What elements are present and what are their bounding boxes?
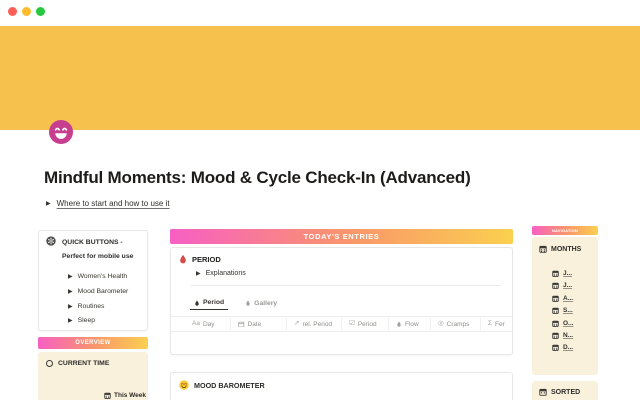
month-link[interactable]: J... <box>552 282 572 289</box>
zoom-window-button[interactable] <box>36 7 45 16</box>
calendar-icon <box>539 245 547 253</box>
view-tabs: Period Gallery <box>190 297 281 310</box>
column-header-fer[interactable]: Σ Fer <box>488 319 505 328</box>
smiling-face-icon <box>179 380 189 390</box>
checkbox-icon: ☑ <box>349 319 355 327</box>
blood-drop-icon <box>178 254 188 264</box>
calendar-icon <box>539 388 547 396</box>
quick-button-routines[interactable]: ▶ Routines <box>68 303 105 310</box>
calendar-icon <box>552 307 559 315</box>
month-link[interactable]: S... <box>552 307 573 314</box>
divider <box>191 285 500 286</box>
calendar-icon <box>552 295 559 302</box>
close-window-button[interactable] <box>8 7 17 16</box>
select-icon: ◎ <box>438 319 444 327</box>
current-time-card: CURRENT TIME This Week <box>38 352 148 400</box>
column-header-date[interactable]: Date <box>231 317 287 331</box>
calendar-icon <box>552 344 559 352</box>
page-cover[interactable] <box>0 26 640 130</box>
drop-view-icon <box>194 300 200 306</box>
toggle-arrow-icon: ▶ <box>68 317 73 324</box>
months-card: MONTHS J... J... A... S... O... N... D <box>532 237 598 375</box>
intro-toggle-label: Where to start and how to use it <box>56 199 170 208</box>
column-header-rel-period[interactable]: ↗ rel. Period <box>287 317 342 331</box>
minimize-window-button[interactable] <box>22 7 31 16</box>
intro-toggle[interactable]: ▶ Where to start and how to use it <box>46 199 170 208</box>
window-titlebar <box>0 0 640 26</box>
overview-header: OVERVIEW <box>38 337 148 349</box>
todays-entries-header: TODAY'S ENTRIES <box>170 229 513 244</box>
month-link[interactable]: O... <box>552 320 573 327</box>
mood-section-title: MOOD BAROMETER <box>194 380 265 390</box>
table-header-row: Aa Day Date ↗ rel. Period ☑ Period <box>171 316 512 332</box>
current-time-label: CURRENT TIME <box>58 360 110 367</box>
title-property-icon: Aa <box>192 319 200 327</box>
page-title: Mindful Moments: Mood & Cycle Check-In (… <box>44 168 471 187</box>
calendar-icon <box>104 392 111 399</box>
period-card: PERIOD ▶ Explanations Period <box>170 247 513 355</box>
toggle-arrow-icon: ▶ <box>46 200 51 207</box>
calendar-icon <box>238 321 245 328</box>
month-link[interactable]: N... <box>552 332 573 339</box>
month-link[interactable]: J... <box>552 270 572 277</box>
navigation-header: NAVIGATION <box>532 226 598 235</box>
sorted-title: SORTED <box>551 388 581 396</box>
quick-button-sleep[interactable]: ▶ Sleep <box>68 317 96 324</box>
toggle-arrow-icon: ▶ <box>68 273 73 280</box>
toggle-arrow-icon: ▶ <box>68 288 73 295</box>
clock-ring-icon <box>46 360 53 367</box>
calendar-icon <box>552 320 559 327</box>
quick-button-mood-barometer[interactable]: ▶ Mood Barometer <box>68 288 129 295</box>
mood-barometer-card: MOOD BAROMETER <box>170 372 513 400</box>
formula-icon: Σ <box>488 319 493 327</box>
column-header-flow[interactable]: Flow <box>389 317 431 331</box>
sorted-card: SORTED <box>532 381 598 400</box>
tab-period[interactable]: Period <box>190 297 229 310</box>
month-link[interactable]: D... <box>552 344 573 351</box>
quick-buttons-card: QUICK BUTTONS - Perfect for mobile use ▶… <box>38 230 148 331</box>
column-header-day[interactable]: Aa Day <box>171 317 231 331</box>
drop-icon <box>396 321 402 327</box>
quick-buttons-title: QUICK BUTTONS - Perfect for mobile use <box>62 239 134 260</box>
button-gear-icon <box>46 236 56 246</box>
column-header-cramps[interactable]: ◎ Cramps <box>431 317 481 331</box>
explanations-toggle[interactable]: ▶ Explanations <box>196 270 246 277</box>
quick-button-womens-health[interactable]: ▶ Women's Health <box>68 273 128 280</box>
tab-gallery[interactable]: Gallery <box>241 297 281 310</box>
relation-icon: ↗ <box>294 319 300 327</box>
month-link[interactable]: A... <box>552 295 573 302</box>
period-section-title: PERIOD <box>192 254 221 264</box>
drop-view-icon <box>245 300 251 306</box>
calendar-icon <box>552 332 559 339</box>
column-header-period[interactable]: ☑ Period <box>342 317 389 331</box>
months-title: MONTHS <box>551 245 582 253</box>
this-week-item[interactable]: This Week <box>104 392 146 399</box>
toggle-arrow-icon: ▶ <box>68 303 73 310</box>
calendar-icon <box>552 282 559 290</box>
page-smiley-icon[interactable] <box>49 120 73 144</box>
toggle-arrow-icon: ▶ <box>196 270 201 277</box>
calendar-icon <box>552 270 559 277</box>
